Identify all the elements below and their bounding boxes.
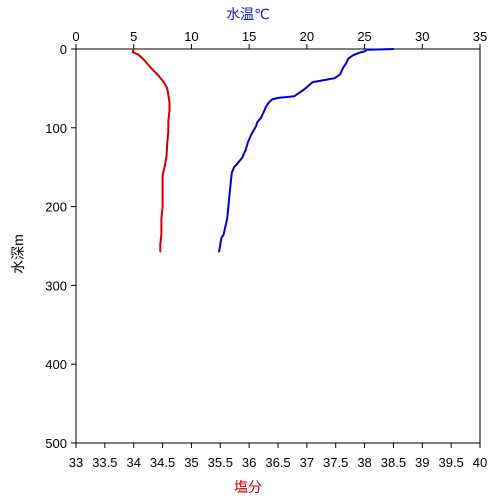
y-axis-tick-label: 500 [45,436,67,451]
salinity-profile-line [131,48,171,253]
bottom-axis-tick-label: 34.5 [150,455,175,470]
y-axis-tick-label: 300 [45,278,67,293]
top-axis-tick-label: 5 [130,29,137,44]
top-axis-tick-label: 35 [473,29,487,44]
top-axis-title: 水温℃ [226,6,270,22]
top-axis-tick-label: 0 [72,29,79,44]
bottom-axis-tick-label: 37 [300,455,314,470]
top-axis-tick-label: 15 [242,29,256,44]
bottom-axis-tick-label: 40 [473,455,487,470]
bottom-axis-tick-label: 33 [69,455,83,470]
y-axis-tick-label: 400 [45,357,67,372]
y-axis-tick-label: 0 [60,42,67,57]
temperature-profile-line [218,48,395,253]
bottom-axis-tick-label: 37.5 [323,455,348,470]
bottom-axis-tick-label: 35 [184,455,198,470]
top-axis-tick-label: 25 [357,29,371,44]
bottom-axis-tick-label: 38.5 [381,455,406,470]
bottom-axis-tick-label: 33.5 [92,455,117,470]
top-axis-tick-label: 30 [415,29,429,44]
bottom-axis-tick-label: 39 [415,455,429,470]
top-axis-tick-label: 10 [184,29,198,44]
bottom-axis-tick-label: 38 [357,455,371,470]
y-axis-tick-label: 200 [45,200,67,215]
top-axis-tick-label: 20 [300,29,314,44]
bottom-axis-tick-label: 34 [126,455,140,470]
y-axis-tick-label: 100 [45,121,67,136]
bottom-axis-tick-label: 36.5 [265,455,290,470]
bottom-axis-tick-label: 35.5 [208,455,233,470]
y-axis-title: 水深m [10,234,26,274]
bottom-axis-title: 塩分 [234,479,262,495]
bottom-axis-tick-label: 39.5 [438,455,463,470]
bottom-axis-tick-label: 36 [242,455,256,470]
